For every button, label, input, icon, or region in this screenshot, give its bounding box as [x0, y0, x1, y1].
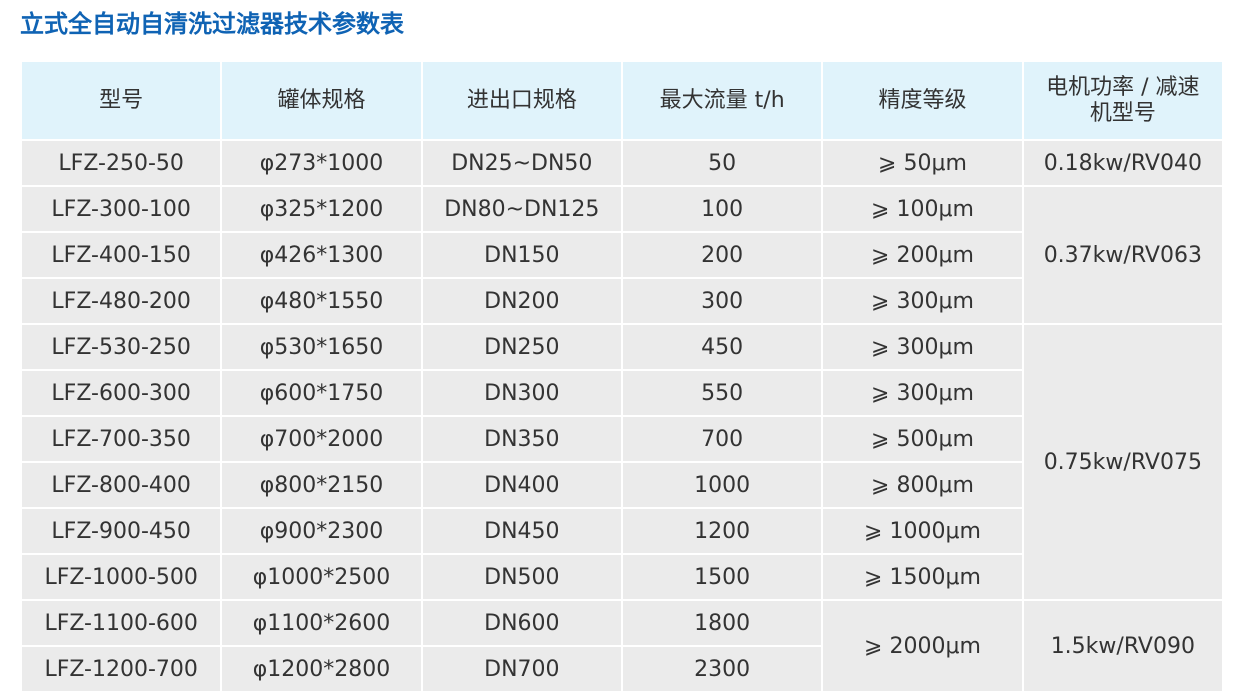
cell-max-flow: 200 — [620, 231, 824, 279]
cell-precision: ⩾ 200μm — [821, 231, 1024, 279]
cell-precision: ⩾ 500μm — [821, 415, 1024, 463]
cell-max-flow: 50 — [620, 139, 824, 187]
cell-model: LFZ-250-50 — [19, 139, 223, 187]
table-row: LFZ-700-350 φ700*2000 DN350 700 ⩾ 500μm — [19, 415, 1223, 463]
cell-port-spec: DN600 — [420, 599, 623, 647]
cell-precision: ⩾ 800μm — [821, 461, 1024, 509]
cell-model: LFZ-700-350 — [19, 415, 223, 463]
cell-tank-spec: φ800*2150 — [220, 461, 423, 509]
cell-precision: ⩾ 1500μm — [821, 553, 1024, 601]
cell-tank-spec: φ1100*2600 — [220, 599, 423, 647]
cell-model: LFZ-1100-600 — [19, 599, 223, 647]
header-port-spec: 进出口规格 — [420, 60, 623, 141]
table-row: LFZ-1200-700 φ1200*2800 DN700 2300 — [19, 645, 1223, 693]
table-row: LFZ-530-250 φ530*1650 DN250 450 ⩾ 300μm 0.75k… — [19, 323, 1225, 601]
cell-tank-spec: φ480*1550 — [220, 277, 423, 325]
cell-port-spec: DN300 — [420, 369, 623, 417]
cell-model: LFZ-1000-500 — [19, 553, 223, 601]
table-row: LFZ-1000-500 φ1000*2500 DN500 1500 ⩾ 1500μm — [19, 553, 1223, 601]
cell-motor: 0.18kw/RV040 — [1021, 139, 1225, 187]
header-precision: 精度等级 — [821, 60, 1024, 141]
cell-model: LFZ-800-400 — [19, 461, 223, 509]
cell-max-flow: 2300 — [620, 645, 824, 693]
cell-tank-spec: φ426*1300 — [220, 231, 423, 279]
cell-port-spec: DN450 — [420, 507, 623, 555]
cell-tank-spec: φ600*1750 — [220, 369, 423, 417]
header-tank-spec: 罐体规格 — [220, 60, 423, 141]
cell-precision: ⩾ 300μm — [821, 323, 1024, 371]
cell-port-spec: DN150 — [420, 231, 623, 279]
cell-max-flow: 300 — [620, 277, 824, 325]
cell-port-spec: DN250 — [420, 323, 623, 371]
cell-model: LFZ-900-450 — [19, 507, 223, 555]
table-row: LFZ-800-400 φ800*2150 DN400 1000 ⩾ 800μm — [19, 461, 1223, 509]
cell-max-flow: 700 — [620, 415, 824, 463]
table-row: LFZ-300-100 φ325*1200 DN80~DN125 100 ⩾ 100μm… — [19, 185, 1225, 325]
spec-table: 型号 罐体规格 进出口规格 最大流量 t/h 精度等级 电机功率 / 减速机型号 LFZ-… — [19, 60, 1225, 693]
cell-max-flow: 1800 — [620, 599, 824, 647]
cell-max-flow: 450 — [620, 323, 824, 371]
table-row: LFZ-250-50 φ273*1000 DN25~DN50 50 ⩾ 50μm 0.18… — [19, 139, 1225, 187]
cell-port-spec: DN700 — [420, 645, 623, 693]
cell-precision: ⩾ 1000μm — [821, 507, 1024, 555]
cell-port-spec: DN25~DN50 — [420, 139, 623, 187]
cell-tank-spec: φ530*1650 — [220, 323, 423, 371]
cell-precision: ⩾ 2000μm — [821, 599, 1024, 693]
header-row: 型号 罐体规格 进出口规格 最大流量 t/h 精度等级 电机功率 / 减速机型号 — [19, 60, 1225, 141]
cell-precision: ⩾ 100μm — [821, 185, 1024, 233]
cell-precision: ⩾ 50μm — [821, 139, 1024, 187]
cell-port-spec: DN350 — [420, 415, 623, 463]
cell-port-spec: DN400 — [420, 461, 623, 509]
table-row: LFZ-600-300 φ600*1750 DN300 550 ⩾ 300μm — [19, 369, 1223, 417]
table-row: LFZ-1100-600 φ1100*2600 DN600 1800 ⩾ 2000μm 1… — [19, 599, 1225, 693]
cell-max-flow: 1500 — [620, 553, 824, 601]
cell-motor: 0.75kw/RV075 — [1021, 323, 1225, 601]
cell-model: LFZ-300-100 — [19, 185, 223, 233]
cell-model: LFZ-600-300 — [19, 369, 223, 417]
cell-tank-spec: φ325*1200 — [220, 185, 423, 233]
cell-port-spec: DN200 — [420, 277, 623, 325]
cell-max-flow: 550 — [620, 369, 824, 417]
header-model: 型号 — [19, 60, 223, 141]
cell-max-flow: 100 — [620, 185, 824, 233]
cell-precision: ⩾ 300μm — [821, 277, 1024, 325]
cell-port-spec: DN500 — [420, 553, 623, 601]
header-max-flow: 最大流量 t/h — [620, 60, 824, 141]
table-row: LFZ-400-150 φ426*1300 DN150 200 ⩾ 200μm — [19, 231, 1223, 279]
cell-port-spec: DN80~DN125 — [420, 185, 623, 233]
cell-tank-spec: φ1000*2500 — [220, 553, 423, 601]
cell-model: LFZ-400-150 — [19, 231, 223, 279]
cell-model: LFZ-480-200 — [19, 277, 223, 325]
cell-tank-spec: φ273*1000 — [220, 139, 423, 187]
cell-max-flow: 1000 — [620, 461, 824, 509]
table-row: LFZ-480-200 φ480*1550 DN200 300 ⩾ 300μm — [19, 277, 1223, 325]
cell-tank-spec: φ900*2300 — [220, 507, 423, 555]
cell-max-flow: 1200 — [620, 507, 824, 555]
cell-tank-spec: φ700*2000 — [220, 415, 423, 463]
page-title: 立式全自动自清洗过滤器技术参数表 — [20, 10, 404, 38]
cell-tank-spec: φ1200*2800 — [220, 645, 423, 693]
cell-motor: 0.37kw/RV063 — [1021, 185, 1225, 325]
cell-precision: ⩾ 300μm — [821, 369, 1024, 417]
header-motor: 电机功率 / 减速机型号 — [1021, 60, 1225, 141]
cell-motor: 1.5kw/RV090 — [1021, 599, 1225, 693]
table-row: LFZ-900-450 φ900*2300 DN450 1200 ⩾ 1000μm — [19, 507, 1223, 555]
cell-model: LFZ-530-250 — [19, 323, 223, 371]
cell-model: LFZ-1200-700 — [19, 645, 223, 693]
